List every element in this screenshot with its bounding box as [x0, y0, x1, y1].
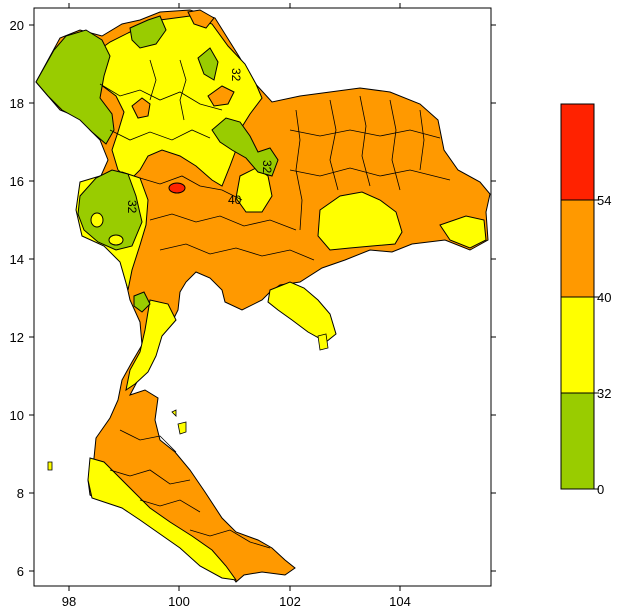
province-borders	[99, 59, 451, 549]
y-tick-label: 18	[10, 96, 24, 111]
region-yellow-isthmus	[125, 299, 177, 392]
region-green-central	[211, 117, 279, 177]
legend-label: 32	[597, 386, 611, 401]
region-yellow-dot-2	[108, 234, 124, 246]
islands	[47, 333, 329, 471]
legend-swatch-green	[560, 392, 595, 490]
contour-label-32-west: 32	[125, 200, 139, 214]
region-green-small	[133, 291, 151, 313]
y-tick-label: 8	[17, 486, 24, 501]
legend-swatch-red	[560, 103, 595, 201]
x-tick-label: 102	[279, 594, 301, 609]
y-tick-label: 14	[10, 252, 24, 267]
contour-label-40-central: 40	[228, 193, 242, 207]
region-orange-north-spot-1	[131, 97, 151, 119]
y-tick-label: 16	[10, 174, 24, 189]
legend-swatch-orange	[560, 199, 595, 298]
region-green-north-strip	[129, 15, 167, 49]
region-orange-north-spot-3	[187, 9, 215, 29]
x-tick-label: 104	[389, 594, 411, 609]
region-orange-north-spot-2	[207, 85, 235, 107]
region-yellow-southeast	[439, 215, 487, 249]
x-tick-label: 98	[62, 594, 76, 609]
region-yellow-south	[87, 457, 238, 581]
legend-label: 0	[597, 482, 604, 497]
axis-ticks	[29, 3, 496, 591]
y-tick-label: 6	[17, 564, 24, 579]
region-green-west	[77, 169, 143, 251]
region-green-northwest	[35, 29, 115, 145]
contour-label-32-central: 32	[260, 160, 274, 174]
y-tick-label: 10	[10, 408, 24, 423]
region-green-north-east	[197, 47, 219, 81]
legend-colorbar	[560, 103, 599, 490]
legend-swatch-yellow	[560, 296, 595, 394]
region-yellow-dot-1	[90, 212, 104, 228]
legend-label: 40	[597, 290, 611, 305]
region-yellow-east	[317, 191, 403, 251]
legend-label: 54	[597, 193, 611, 208]
x-tick-label: 100	[168, 594, 190, 609]
y-tick-label: 20	[10, 18, 24, 33]
region-yellow-coast	[267, 281, 337, 343]
y-tick-label: 12	[10, 330, 24, 345]
region-red-hotspot	[168, 182, 186, 194]
contour-label-32-north: 32	[229, 68, 243, 82]
